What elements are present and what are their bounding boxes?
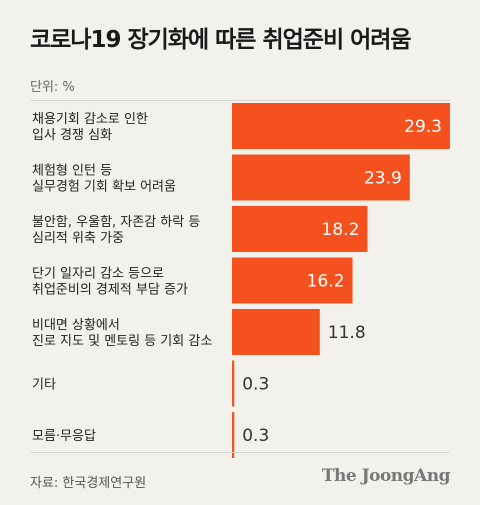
value-label-2: 18.2: [322, 220, 360, 240]
bar-2: [232, 206, 368, 252]
category-label-1: 체험형 인턴 등 실무경험 기회 확보 어려움: [32, 164, 176, 195]
bar-3: [232, 257, 353, 304]
chart-title: 코로나19 장기화에 따른 취업준비 어려움: [30, 27, 412, 53]
bar-5: [232, 360, 235, 407]
bottom-rule: [30, 452, 450, 453]
value-label-6: 0.3: [242, 426, 269, 446]
bar-1: [232, 154, 410, 201]
value-label-5: 0.3: [242, 375, 269, 395]
category-label-2: 불안함, 우울함, 자존감 하락 등 심리적 위축 가중: [32, 215, 200, 246]
bar-chart: 채용기회 감소로 인한 입사 경쟁 심화 29.3 체험형 인턴 등 실무경험 기회 확…: [32, 103, 450, 458]
category-label-3: 단기 일자리 감소 등으로 취업준비의 경제적 부담 증가: [32, 267, 188, 298]
bar-4: [232, 309, 320, 355]
value-label-1: 23.9: [364, 169, 402, 189]
unit-label: 단위: %: [30, 80, 75, 95]
category-label-4: 비대면 상황에서 진로 지도 및 멘토링 등 기회 감소: [32, 318, 212, 349]
value-label-4: 11.8: [328, 323, 366, 343]
value-label-0: 29.3: [404, 117, 442, 137]
category-label-0: 채용기회 감소로 인한 입사 경쟁 심화: [32, 112, 148, 143]
top-rule: [30, 100, 450, 101]
source-note: 자료: 한국경제연구원: [30, 476, 147, 491]
bar-0: [232, 103, 450, 149]
bar-6: [232, 412, 235, 458]
category-label-5: 기타: [32, 378, 56, 393]
publisher-logo: The JoongAng: [321, 466, 451, 486]
category-label-6: 모름·무응답: [32, 429, 96, 444]
value-label-3: 16.2: [307, 272, 345, 292]
